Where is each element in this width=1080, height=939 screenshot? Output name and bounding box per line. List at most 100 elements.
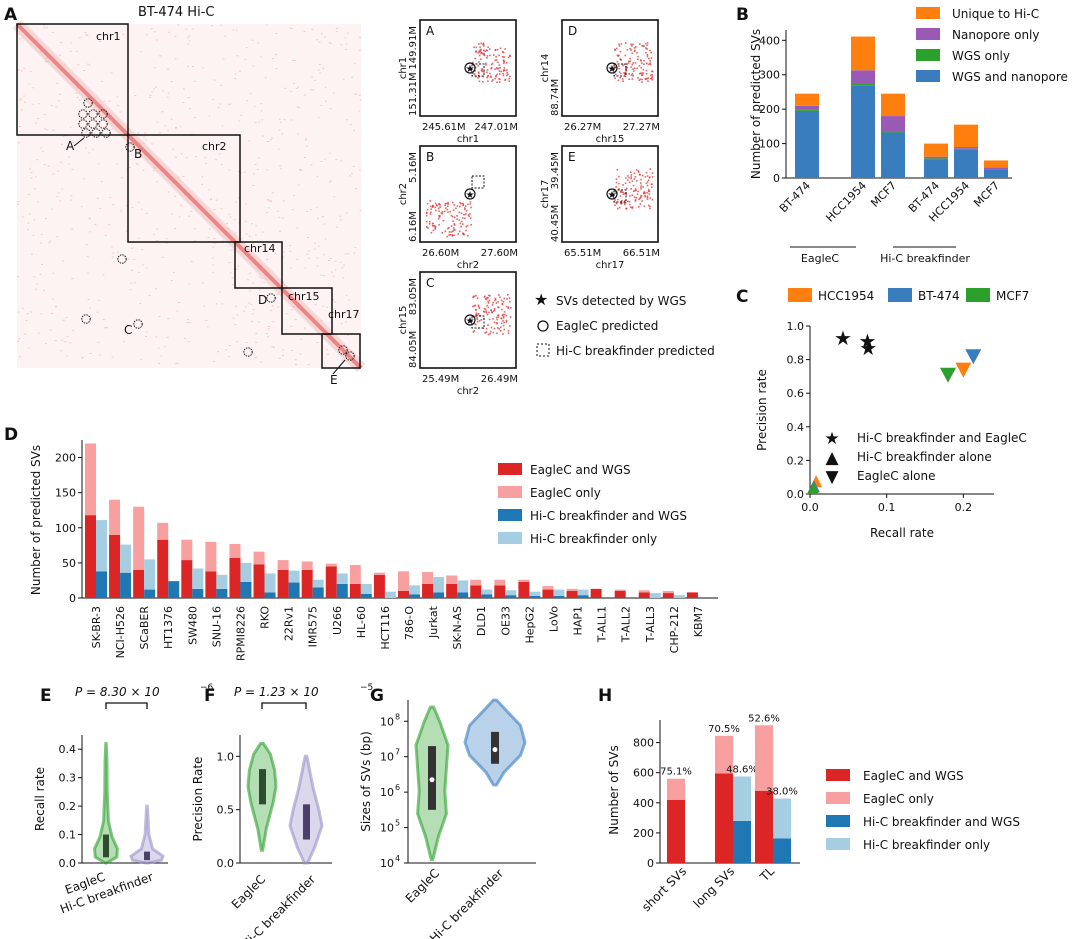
heatmap-contact (347, 334, 350, 336)
heatmap-contact (229, 216, 232, 218)
zoom-contact (632, 62, 635, 64)
heatmap-contact (266, 169, 269, 171)
heatmap-contact (236, 314, 239, 316)
d-bar-breakfinder-wgs (360, 593, 372, 598)
b-bar-nanopore-only (881, 116, 905, 132)
zoom-contact (476, 297, 479, 299)
d-ytick-label: 0 (69, 592, 76, 605)
zoom-y-bottom: 151.31M (408, 72, 419, 116)
heatmap-contact (156, 240, 159, 242)
zoom-contact (646, 48, 648, 50)
zoom-letter: A (426, 24, 435, 38)
zoom-contact (439, 215, 441, 217)
heatmap-contact (306, 211, 308, 213)
zoom-contact (650, 51, 652, 54)
zoom-contact (435, 209, 437, 212)
g-xtick-label: EagleC (403, 866, 442, 905)
d-bar-breakfinder-wgs (216, 588, 228, 598)
zoom-x-right: 26.49M (481, 374, 518, 385)
b-bar-wgs-and-nanopore (851, 85, 875, 178)
heatmap-contact (296, 259, 299, 260)
heatmap-contact (315, 206, 318, 208)
zoom-contact (501, 56, 504, 58)
b-bar-unique-to-hi-c (851, 36, 875, 71)
zoom-contact (630, 171, 632, 173)
zoom-contact (633, 172, 636, 175)
h-ytick-label: 0 (647, 857, 654, 870)
h-legend-label: EagleC and WGS (863, 769, 964, 783)
zoom-y-bottom: 6.16M (408, 211, 419, 242)
h-legend-swatch (826, 838, 850, 850)
heatmap-contact (266, 141, 269, 142)
zoom-contact (434, 206, 436, 209)
e-pvalue-exp: −6 (200, 683, 214, 693)
heatmap-contact (305, 138, 307, 140)
b-ytick-label: 400 (759, 34, 780, 47)
heatmap-contact (110, 72, 113, 74)
zoom-contact (490, 326, 493, 329)
heatmap-contact (258, 121, 261, 123)
heatmap-contact (349, 124, 352, 125)
zoom-contact (502, 70, 505, 72)
heatmap-contact (63, 64, 66, 66)
heatmap-contact (59, 54, 61, 56)
d-bar-eaglec-only (277, 560, 289, 570)
d-bar-eaglec-only (470, 579, 482, 586)
zoom-contact (460, 212, 463, 215)
chrom-box-chr17 (321, 333, 361, 369)
heatmap-contact (252, 65, 255, 67)
zoom-contact (450, 225, 453, 227)
heatmap-contact (52, 173, 55, 175)
zoom-contact (639, 78, 642, 81)
heatmap-contact (248, 235, 251, 237)
zoom-contact (427, 227, 429, 229)
zoom-contact (649, 207, 651, 210)
heatmap-contact (278, 357, 281, 359)
zoom-contact (460, 225, 462, 228)
panel-g-letter: G (370, 686, 384, 706)
zoom-contact (649, 49, 651, 52)
heatmap-contact (310, 164, 313, 166)
zoom-contact (453, 234, 455, 237)
zoom-contact (502, 324, 505, 327)
zoom-contact (650, 183, 653, 185)
zoom-contact (503, 321, 505, 324)
b-xtick-label: BT-474 (777, 179, 813, 215)
heatmap-contact (237, 265, 240, 267)
heatmap-contact (228, 262, 231, 264)
heatmap-contact (331, 271, 333, 273)
zoom-contact (430, 205, 432, 208)
zoom-contact (434, 226, 437, 228)
heatmap-contact (100, 80, 103, 82)
zoom-x-right: 27.60M (481, 248, 518, 259)
e-violin-breakfinder (129, 804, 165, 865)
zoom-x-chrom: chr1 (457, 134, 479, 145)
zoom-contact (641, 45, 643, 47)
zoom-contact (486, 57, 488, 59)
heatmap-contact (185, 157, 188, 159)
d-bar-breakfinder-wgs (409, 594, 420, 598)
heatmap-contact (188, 283, 191, 285)
heatmap-contact (334, 269, 337, 271)
h-legend-label: Hi-C breakfinder only (863, 838, 990, 852)
heatmap-contact (17, 311, 20, 313)
heatmap-contact (312, 89, 315, 91)
heatmap-contact (155, 181, 158, 183)
zoom-contact (617, 79, 620, 82)
zoom-contact (506, 74, 508, 77)
heatmap-contact (304, 157, 306, 158)
h-bar-breakfinder-wgs (733, 820, 751, 863)
heatmap-contact (125, 205, 128, 207)
zoom-contact (617, 198, 619, 201)
zoom-contact (640, 178, 642, 181)
zoom-contact (638, 65, 641, 67)
d-xtick-label: T-ALL2 (620, 606, 633, 643)
zoom-contact (495, 59, 498, 61)
heatmap-contact (27, 229, 30, 231)
heatmap-contact (244, 220, 247, 222)
c-marker-legend-icon: ▲ (825, 448, 839, 468)
heatmap-contact (86, 35, 89, 37)
heatmap-contact (150, 28, 153, 30)
zoom-contact (488, 48, 491, 50)
